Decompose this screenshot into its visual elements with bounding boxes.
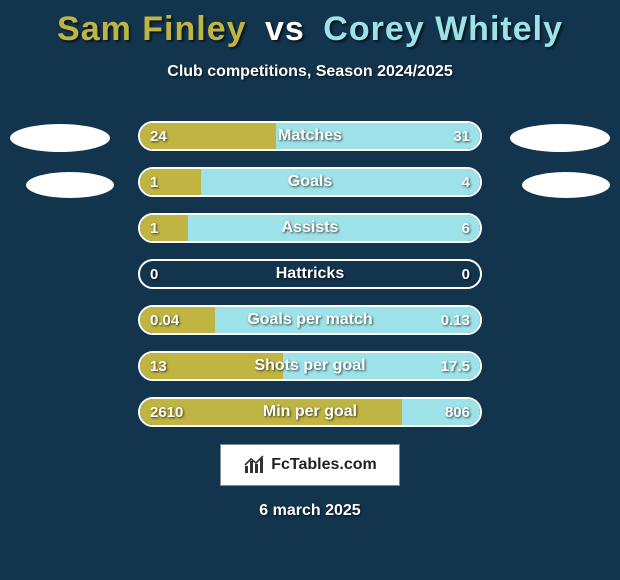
player1-club-logo-1	[10, 124, 110, 152]
branding-badge: FcTables.com	[220, 444, 400, 486]
stat-rows: 2431Matches 14Goals 16Assists 00Hattricks 0.…	[138, 121, 482, 443]
stat-label: Min per goal	[140, 399, 480, 425]
player2-club-logo-2	[522, 172, 610, 198]
stat-row: 16Assists	[138, 213, 482, 243]
vs-separator: vs	[265, 10, 305, 48]
branding-text: FcTables.com	[271, 456, 377, 474]
stat-row: 14Goals	[138, 167, 482, 197]
stat-label: Hattricks	[140, 261, 480, 287]
stat-row: 1317.5Shots per goal	[138, 351, 482, 381]
stat-row: 2610806Min per goal	[138, 397, 482, 427]
as-of-date: 6 march 2025	[0, 502, 620, 520]
stat-label: Shots per goal	[140, 353, 480, 379]
player2-name: Corey Whitely	[323, 10, 563, 48]
stat-row: 0.040.13Goals per match	[138, 305, 482, 335]
subtitle: Club competitions, Season 2024/2025	[0, 63, 620, 81]
player1-club-logo-2	[26, 172, 114, 198]
stat-row: 2431Matches	[138, 121, 482, 151]
player2-club-logo-1	[510, 124, 610, 152]
chart-icon	[243, 455, 265, 475]
stat-label: Goals per match	[140, 307, 480, 333]
stat-label: Goals	[140, 169, 480, 195]
stat-label: Matches	[140, 123, 480, 149]
page-title: Sam Finley vs Corey Whitely	[0, 0, 620, 49]
stat-row: 00Hattricks	[138, 259, 482, 289]
player1-name: Sam Finley	[57, 10, 247, 48]
stat-label: Assists	[140, 215, 480, 241]
